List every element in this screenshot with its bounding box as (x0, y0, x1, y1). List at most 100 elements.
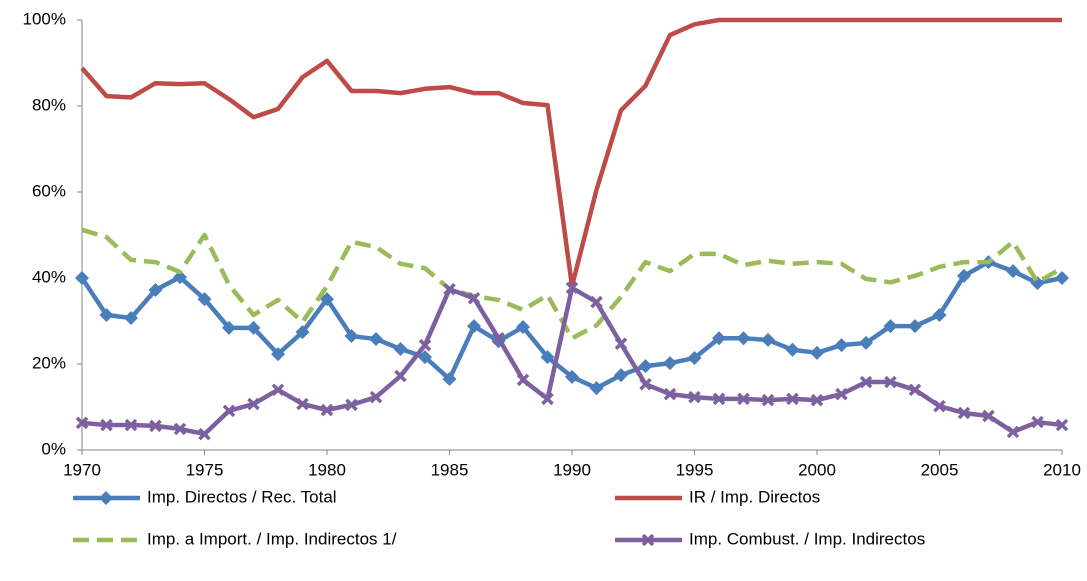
marker (908, 383, 922, 397)
marker (834, 338, 849, 353)
marker (418, 338, 432, 352)
marker (982, 409, 995, 423)
marker (736, 331, 751, 346)
marker (247, 397, 260, 411)
marker (884, 375, 897, 389)
marker (124, 310, 138, 325)
marker (516, 373, 530, 387)
marker (369, 390, 383, 404)
marker (418, 350, 432, 365)
legend-item: Imp. Directos / Rec. Total (73, 487, 337, 506)
marker (99, 491, 113, 505)
marker (614, 368, 628, 383)
x-tick-label: 1975 (186, 460, 224, 479)
marker (198, 427, 211, 441)
marker (271, 383, 285, 397)
x-tick-label: 1980 (308, 460, 346, 479)
marker (957, 406, 971, 420)
marker (1055, 271, 1069, 285)
marker (687, 350, 702, 365)
marker (663, 387, 677, 401)
y-tick-label: 40% (32, 267, 66, 286)
marker (99, 307, 114, 322)
y-tick-label: 80% (32, 95, 66, 114)
y-tick-label: 100% (23, 9, 66, 28)
marker (344, 329, 359, 344)
series-line (81, 227, 1064, 341)
y-tick-label: 60% (32, 181, 66, 200)
marker (541, 392, 554, 406)
marker (75, 416, 89, 430)
x-tick-label: 1985 (431, 460, 469, 479)
marker (320, 403, 334, 417)
x-tick-label: 2010 (1043, 460, 1081, 479)
legend-item: Imp. a Import. / Imp. Indirectos 1/ (73, 529, 397, 548)
legend-label: Imp. Directos / Rec. Total (147, 487, 337, 506)
marker (737, 392, 750, 406)
marker (442, 372, 457, 387)
marker (492, 331, 505, 345)
marker (712, 331, 726, 346)
marker (345, 398, 358, 412)
legend-label: Imp. Combust. / Imp. Indirectos (689, 529, 925, 548)
marker (246, 320, 261, 335)
marker (614, 337, 628, 351)
marker (663, 356, 677, 371)
marker (295, 325, 310, 340)
marker (883, 319, 898, 334)
marker (393, 341, 408, 356)
x-tick-label: 2000 (798, 460, 836, 479)
marker (222, 320, 236, 335)
marker (320, 292, 334, 307)
marker (688, 390, 701, 404)
marker (835, 387, 848, 401)
marker (908, 319, 922, 334)
marker (271, 347, 285, 362)
marker (810, 345, 824, 360)
marker (786, 392, 799, 406)
marker (75, 271, 89, 285)
marker (565, 281, 579, 295)
marker (516, 320, 530, 335)
marker (394, 369, 407, 383)
x-tick-label: 1970 (63, 460, 101, 479)
marker (785, 342, 800, 357)
marker (932, 307, 947, 322)
marker (933, 399, 946, 413)
y-tick-label: 0% (41, 439, 66, 458)
marker (222, 404, 236, 418)
marker (712, 392, 726, 406)
marker (467, 319, 481, 334)
marker (197, 292, 212, 307)
marker (443, 282, 456, 296)
marker (761, 332, 775, 347)
marker (148, 283, 163, 298)
marker (173, 422, 187, 436)
marker (1031, 415, 1044, 429)
marker (1055, 418, 1069, 432)
marker (296, 397, 309, 411)
marker (957, 268, 971, 283)
x-tick-label: 1995 (676, 460, 714, 479)
marker (590, 295, 603, 309)
legend-label: Imp. a Import. / Imp. Indirectos 1/ (147, 529, 397, 548)
marker (810, 393, 824, 407)
marker (124, 418, 138, 432)
marker (540, 350, 555, 365)
marker (1006, 264, 1020, 279)
x-tick-label: 1990 (553, 460, 591, 479)
marker (565, 369, 579, 384)
marker (641, 533, 655, 547)
series-line (80, 17, 1062, 289)
marker (173, 270, 187, 285)
legend-item: IR / Imp. Directos (615, 487, 820, 506)
marker (761, 393, 775, 407)
marker (638, 359, 653, 374)
marker (149, 419, 162, 433)
marker (859, 335, 873, 350)
marker (467, 291, 481, 305)
marker (589, 381, 604, 396)
marker (369, 332, 383, 347)
